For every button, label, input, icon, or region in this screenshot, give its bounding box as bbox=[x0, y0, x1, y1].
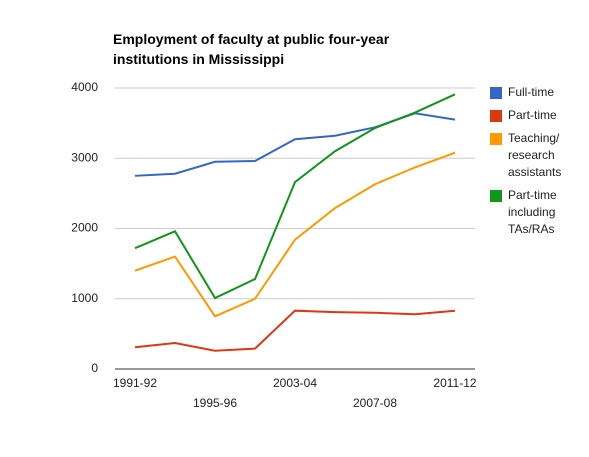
y-tick-label: 4000 bbox=[71, 80, 98, 94]
x-tick-label: 2007-08 bbox=[353, 396, 397, 410]
y-tick-label: 2000 bbox=[71, 221, 98, 235]
chart-title: Employment of faculty at public four-yea… bbox=[113, 31, 390, 67]
legend-swatch bbox=[490, 133, 502, 145]
y-tick-label: 3000 bbox=[71, 150, 98, 164]
legend-label: Full-time bbox=[508, 85, 554, 99]
x-tick-label: 1991-92 bbox=[113, 376, 157, 390]
legend-swatch bbox=[490, 110, 502, 122]
x-tick-label: 2003-04 bbox=[273, 376, 317, 390]
x-tick-label: 1995-96 bbox=[193, 396, 237, 410]
y-tick-label: 0 bbox=[91, 361, 98, 375]
series-line bbox=[134, 93, 456, 300]
legend-swatch bbox=[490, 87, 502, 99]
y-tick-label: 1000 bbox=[71, 291, 98, 305]
series-line bbox=[134, 151, 456, 318]
series-line bbox=[134, 112, 456, 177]
legend-swatch bbox=[490, 190, 502, 202]
legend-label: Part-time including TAs/RAs bbox=[508, 188, 557, 236]
legend-label: Teaching/research assistants bbox=[508, 131, 561, 179]
x-tick-label: 2011-12 bbox=[433, 376, 476, 390]
series-line bbox=[134, 309, 456, 352]
legend-label: Part-time bbox=[508, 108, 557, 122]
